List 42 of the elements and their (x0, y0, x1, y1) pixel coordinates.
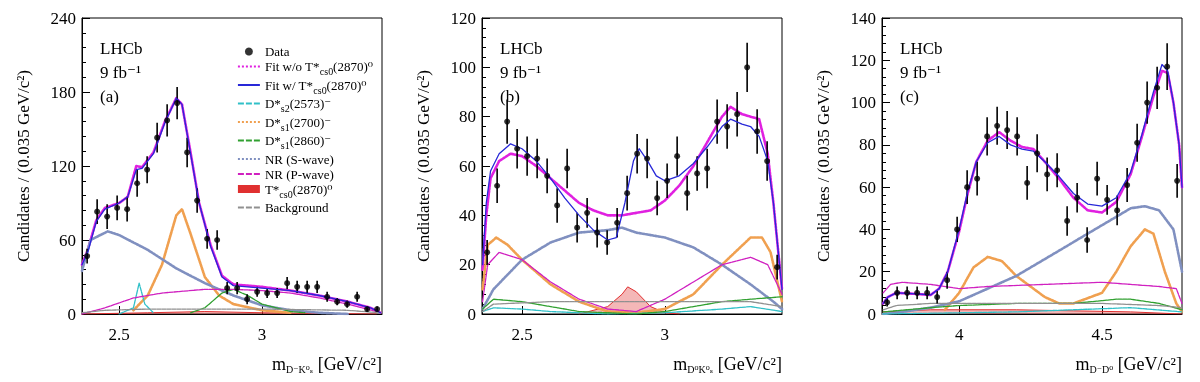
y-axis-title: Candidates / (0.035 GeV/c²) (414, 69, 433, 263)
annotation: (c) (900, 87, 919, 106)
x-tick-label: 4 (954, 325, 964, 344)
y-tick-label: 120 (850, 50, 876, 70)
y-tick-label: 240 (50, 8, 76, 28)
y-axis-title: Candidates / (0.035 GeV/c²) (814, 69, 833, 263)
y-tick-label: 80 (859, 135, 876, 155)
y-tick-label: 60 (859, 177, 876, 197)
x-tick-label: 3 (660, 325, 670, 344)
y-tick-label: 120 (50, 156, 76, 176)
y-tick-label: 60 (459, 156, 476, 176)
y-tick-label: 0 (867, 304, 876, 324)
legend-label: NR (P-wave) (264, 166, 334, 182)
y-tick-label: 120 (450, 8, 476, 28)
x-tick-label: 2.5 (108, 325, 130, 344)
x-tick-label: 2.5 (511, 325, 533, 344)
annotation: (a) (100, 87, 119, 106)
x-tick-label: 3 (257, 325, 267, 344)
y-tick-label: 100 (850, 93, 876, 113)
annotation: LHCb (100, 39, 143, 58)
annotation: LHCb (500, 39, 543, 58)
legend-label: Background (264, 200, 329, 215)
annotation: (b) (500, 87, 520, 106)
y-tick-label: 20 (459, 255, 476, 275)
y-tick-label: 0 (67, 304, 76, 324)
y-tick-label: 40 (459, 205, 476, 225)
annotation: 9 fb⁻¹ (100, 63, 141, 82)
y-tick-label: 140 (850, 8, 876, 28)
x-tick-label: 4.5 (1091, 325, 1113, 344)
legend-label: NR (S-wave) (264, 151, 334, 167)
y-tick-label: 40 (859, 219, 876, 239)
annotation: LHCb (900, 39, 943, 58)
annotation: 9 fb⁻¹ (900, 63, 941, 82)
y-tick-label: 180 (50, 82, 76, 102)
y-axis-title: Candidates / (0.035 GeV/c²) (14, 69, 33, 263)
y-tick-label: 20 (859, 262, 876, 282)
y-tick-label: 80 (459, 107, 476, 127)
y-tick-label: 60 (59, 230, 76, 250)
y-tick-label: 100 (450, 57, 476, 77)
annotation: 9 fb⁻¹ (500, 63, 541, 82)
legend-label: Data (264, 44, 290, 59)
y-tick-label: 0 (467, 304, 476, 324)
